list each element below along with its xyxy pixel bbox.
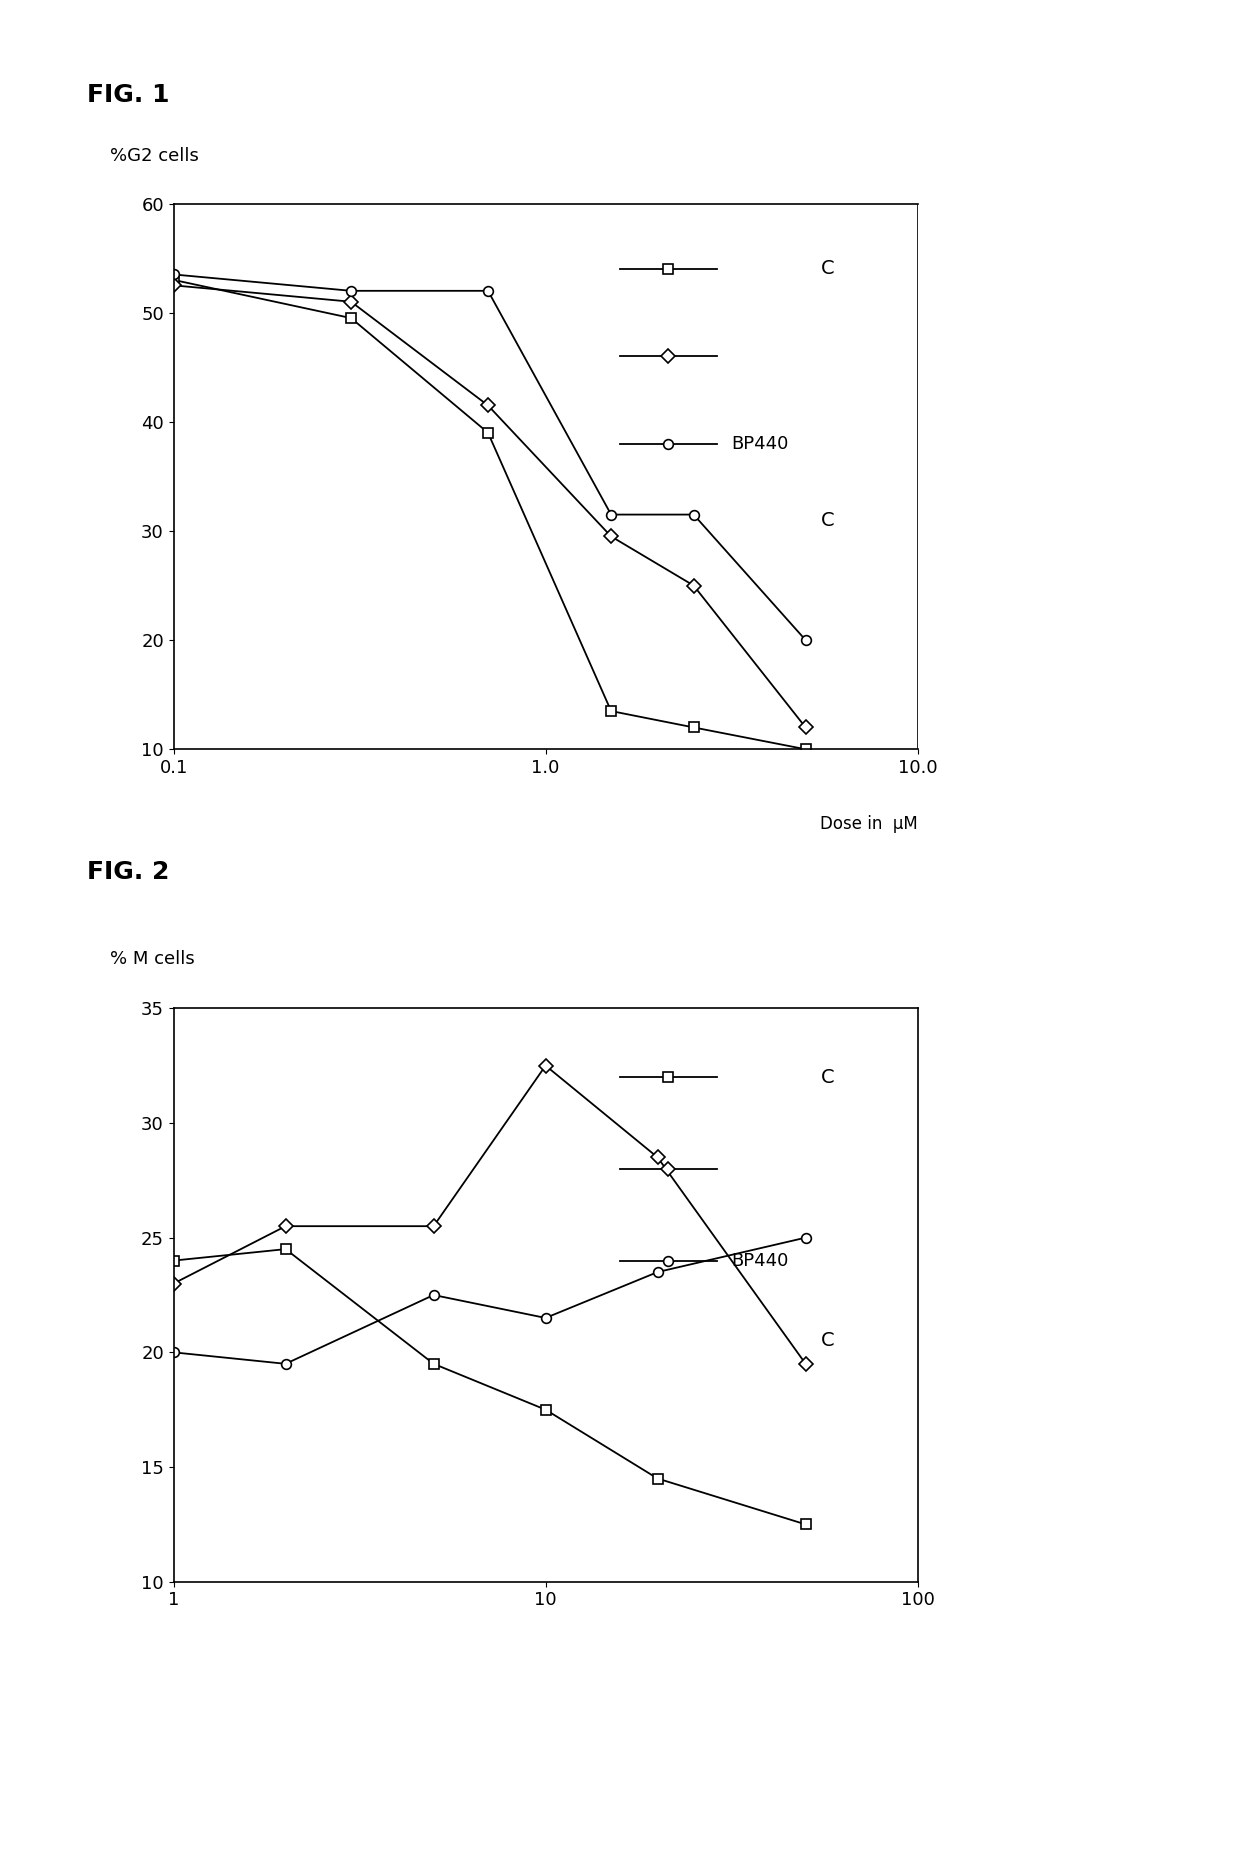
Text: % M cells: % M cells — [110, 951, 195, 968]
Text: FIG. 1: FIG. 1 — [87, 83, 170, 107]
Text: Dose in  μM: Dose in μM — [820, 814, 918, 832]
Text: C: C — [821, 511, 835, 529]
Text: C: C — [821, 1067, 835, 1086]
Text: C: C — [821, 259, 835, 279]
Text: C: C — [821, 1332, 835, 1350]
Text: %G2 cells: %G2 cells — [110, 148, 200, 165]
Text: FIG. 2: FIG. 2 — [87, 860, 169, 884]
Text: BP440: BP440 — [732, 1252, 789, 1269]
Text: BP440: BP440 — [732, 435, 789, 453]
